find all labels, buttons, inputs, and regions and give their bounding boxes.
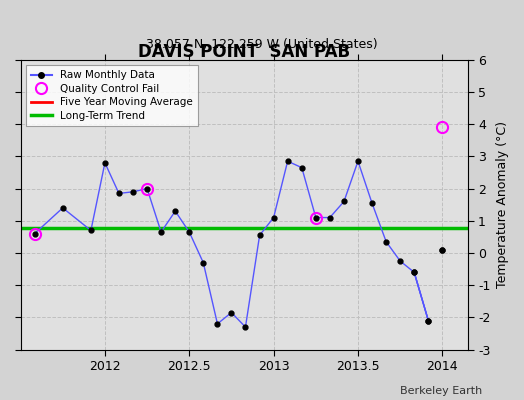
Y-axis label: Temperature Anomaly (°C): Temperature Anomaly (°C): [496, 121, 509, 288]
Legend: Raw Monthly Data, Quality Control Fail, Five Year Moving Average, Long-Term Tren: Raw Monthly Data, Quality Control Fail, …: [26, 65, 198, 126]
Title: DAVIS POINT  SAN PAB: DAVIS POINT SAN PAB: [138, 43, 350, 61]
Text: 38.057 N, 122.259 W (United States): 38.057 N, 122.259 W (United States): [146, 38, 378, 51]
Text: Berkeley Earth: Berkeley Earth: [400, 386, 482, 396]
